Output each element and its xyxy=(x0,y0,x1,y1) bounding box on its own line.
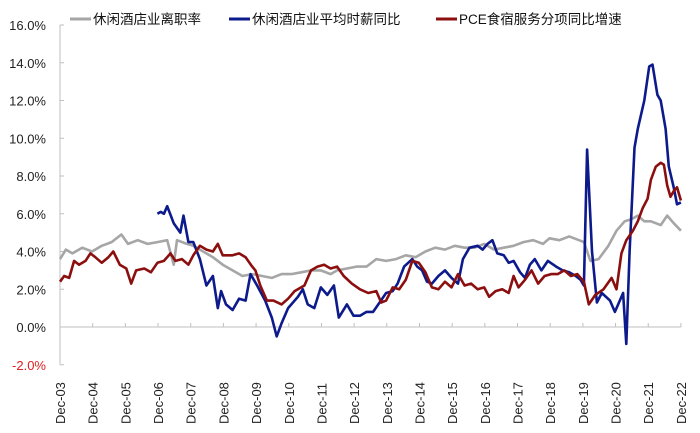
x-tick-label: Dec-13 xyxy=(380,382,395,424)
x-tick-label: Dec-08 xyxy=(216,382,231,424)
x-tick-label: Dec-10 xyxy=(282,382,297,424)
x-tick-label: Dec-18 xyxy=(543,382,558,424)
y-tick-label: 6.0% xyxy=(16,207,46,222)
x-tick-label: Dec-20 xyxy=(609,382,624,424)
x-tick-label: Dec-14 xyxy=(412,382,427,424)
x-tick-label: Dec-12 xyxy=(347,382,362,424)
x-tick-label: Dec-11 xyxy=(314,383,329,424)
y-tick-label: -2.0% xyxy=(12,358,46,373)
legend-label-turnover: 休闲酒店业离职率 xyxy=(93,11,201,27)
x-tick-label: Dec-03 xyxy=(53,382,68,424)
x-tick-label: Dec-15 xyxy=(445,382,460,424)
y-tick-label: 0.0% xyxy=(16,320,46,335)
y-tick-label: 14.0% xyxy=(9,56,46,71)
x-tick-label: Dec-06 xyxy=(151,382,166,424)
x-tick-label: Dec-22 xyxy=(674,382,689,424)
series-line-1 xyxy=(156,63,682,346)
y-tick-label: 12.0% xyxy=(9,94,46,109)
y-tick-label: 8.0% xyxy=(16,169,46,184)
y-tick-label: 2.0% xyxy=(16,282,46,297)
x-tick-label: Dec-19 xyxy=(576,382,591,424)
y-tick-label: 4.0% xyxy=(16,245,46,260)
legend-label-hourly-wage: 休闲酒店业平均时薪同比 xyxy=(252,12,401,27)
y-tick-label: 10.0% xyxy=(9,131,46,146)
x-tick-label: Dec-05 xyxy=(118,382,133,424)
series-line-2 xyxy=(58,161,683,306)
x-tick-label: Dec-09 xyxy=(249,382,264,424)
x-axis: Dec-03 Dec-04 Dec-05 Dec-06 Dec-07 Dec-08 Dec-… xyxy=(53,323,689,424)
x-tick-label: Dec-21 xyxy=(641,382,656,424)
legend-label-pce-food-accommodation: PCE食宿服务分项同比增速 xyxy=(459,11,622,27)
x-tick-label: Dec-16 xyxy=(478,382,493,424)
y-axis: 16.0% 14.0% 12.0% 10.0% 8.0% 6.0% 4.0% 2.0% 0.0%… xyxy=(9,18,64,373)
series-lines xyxy=(58,63,683,346)
y-tick-label: 16.0% xyxy=(9,18,46,33)
legend: 休闲酒店业离职率 休闲酒店业平均时薪同比 PCE食宿服务分项同比增速 xyxy=(70,11,622,27)
x-tick-label: Dec-07 xyxy=(184,382,199,424)
x-tick-label: Dec-04 xyxy=(86,382,101,424)
x-tick-label: Dec-17 xyxy=(511,382,526,424)
